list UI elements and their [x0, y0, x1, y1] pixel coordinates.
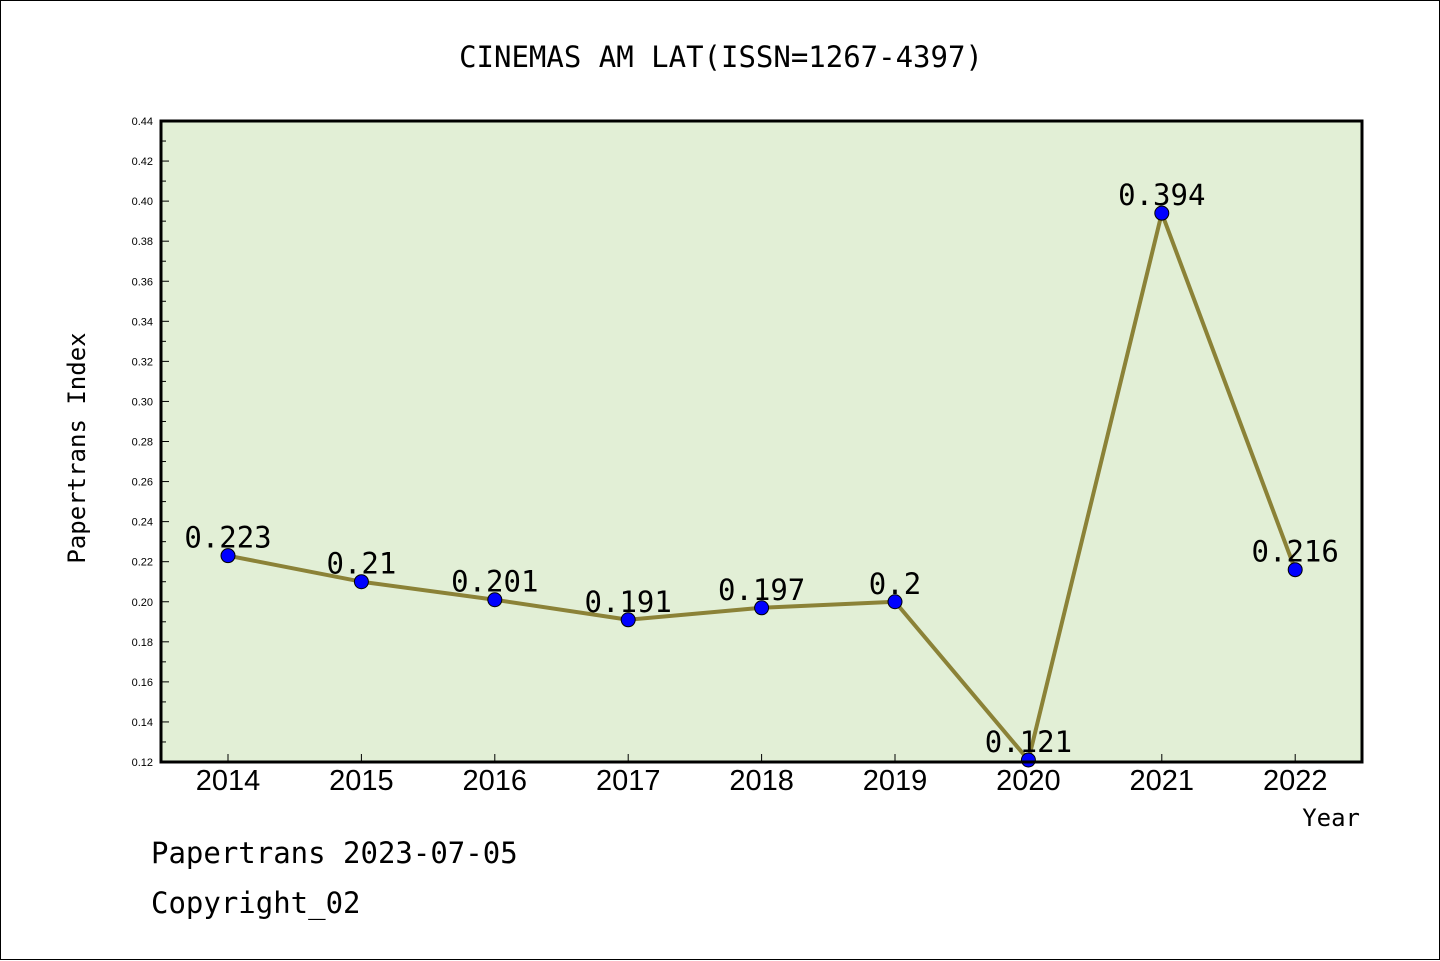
data-point — [1154, 205, 1170, 221]
x-tick-label: 2020 — [996, 765, 1061, 797]
y-tick-label: 0.12 — [132, 757, 153, 769]
y-tick-label: 0.40 — [132, 196, 153, 208]
data-point — [487, 592, 503, 608]
x-tick-label: 2017 — [596, 765, 661, 797]
y-tick-label: 0.14 — [132, 717, 153, 729]
x-tick-label: 2019 — [863, 765, 928, 797]
y-tick-label: 0.16 — [132, 677, 153, 689]
y-tick-label: 0.24 — [132, 517, 153, 529]
footer-date: Papertrans 2023-07-05 — [151, 836, 518, 870]
y-tick-label: 0.34 — [132, 316, 153, 328]
y-tick-label: 0.28 — [132, 437, 153, 449]
data-label: 0.191 — [585, 585, 672, 619]
plot-frame — [159, 119, 1364, 764]
y-tick-label: 0.22 — [132, 557, 153, 569]
plot-area — [161, 121, 1362, 762]
data-label: 0.201 — [451, 565, 538, 599]
x-tick-label: 2022 — [1263, 765, 1328, 797]
data-point — [220, 548, 236, 564]
footer-copyright: Copyright_02 — [151, 886, 361, 920]
y-tick-label: 0.42 — [132, 156, 153, 168]
y-tick-label: 0.26 — [132, 477, 153, 489]
y-tick-label: 0.32 — [132, 356, 153, 368]
data-point — [754, 600, 770, 616]
data-point — [887, 594, 903, 610]
x-axis-label: Year — [1302, 804, 1360, 832]
data-label: 0.394 — [1118, 178, 1205, 212]
x-axis-ticks: 2014 2015 2016 2017 2018 2019 2020 2021 2022 — [196, 754, 1328, 797]
x-tick-label: 2021 — [1130, 765, 1195, 797]
y-tick-label: 0.44 — [132, 116, 153, 128]
y-tick-label: 0.36 — [132, 276, 153, 288]
y-tick-label: 0.20 — [132, 597, 153, 609]
y-tick-label: 0.38 — [132, 236, 153, 248]
x-tick-label: 2015 — [329, 765, 394, 797]
y-axis-ticks: 0.12 0.14 0.16 0.18 0.20 0.22 0.24 0.26 0.28 0.30… — [132, 116, 169, 769]
chart-title: CINEMAS AM LAT(ISSN=1267-4397) — [459, 40, 983, 74]
data-point — [1287, 562, 1303, 578]
data-label: 0.223 — [184, 521, 271, 555]
series-layer: 0.223 0.21 0.201 0.191 0.197 0.2 0.121 0.394 0.2… — [184, 178, 1339, 768]
data-label: 0.197 — [718, 573, 805, 607]
data-point — [353, 574, 369, 590]
data-label: 0.121 — [985, 725, 1072, 759]
data-label: 0.216 — [1252, 535, 1339, 569]
y-axis-label: Papertrans Index — [63, 332, 91, 563]
x-tick-label: 2018 — [729, 765, 794, 797]
y-tick-label: 0.18 — [132, 637, 153, 649]
y-tick-label: 0.30 — [132, 396, 153, 408]
data-point — [620, 612, 636, 628]
x-tick-label: 2016 — [463, 765, 528, 797]
x-tick-label: 2014 — [196, 765, 261, 797]
data-label: 0.2 — [869, 567, 921, 601]
data-label: 0.21 — [326, 547, 396, 581]
